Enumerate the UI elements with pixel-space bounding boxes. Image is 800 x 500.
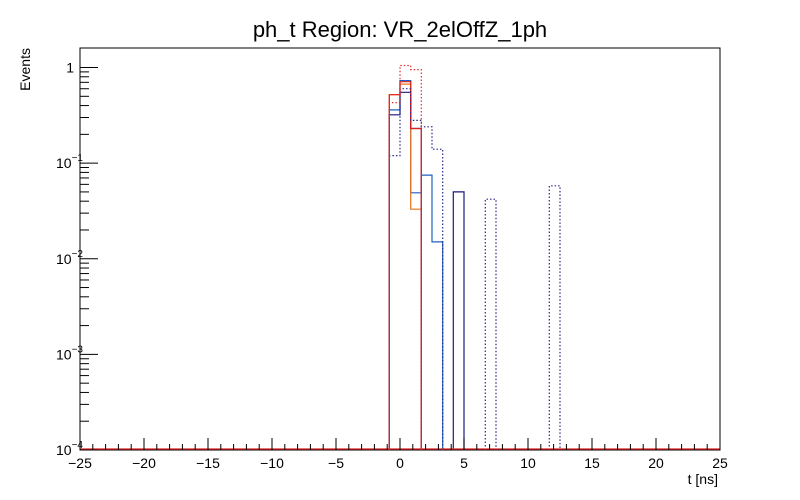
- y-axis: 110−110−210−310−4: [56, 60, 98, 458]
- x-tick-label: −20: [132, 455, 156, 471]
- histogram-series: [388, 83, 422, 450]
- y-tick-label: 10−2: [56, 249, 83, 267]
- y-tick-exponent: −2: [72, 249, 84, 260]
- y-tick-label: 10−1: [56, 153, 83, 171]
- x-tick-label: 0: [396, 455, 404, 471]
- x-tick-label: −25: [68, 455, 92, 471]
- y-tick-label: 1: [66, 60, 74, 76]
- y-tick-label: 10−3: [56, 344, 83, 362]
- x-axis: −25 −20 −15 −10 −5 0 5 10 15 20 25: [68, 438, 728, 471]
- x-tick-label: −15: [196, 455, 220, 471]
- x-tick-label: 20: [648, 455, 664, 471]
- y-tick-exponent: −3: [72, 344, 84, 355]
- x-tick-label: 25: [712, 455, 728, 471]
- y-tick-exponent: −4: [72, 440, 84, 451]
- x-tick-label: 15: [584, 455, 600, 471]
- x-axis-label: t [ns]: [688, 471, 718, 487]
- histogram-series: [388, 88, 561, 450]
- y-tick-exponent: −1: [72, 153, 84, 164]
- histogram-series: [388, 80, 444, 450]
- series-layer: [388, 64, 561, 450]
- y-axis-label: Events: [17, 48, 33, 91]
- x-tick-label: −10: [260, 455, 284, 471]
- histogram-series: [388, 81, 422, 450]
- x-tick-label: 5: [460, 455, 468, 471]
- histogram-series: [388, 64, 422, 450]
- x-tick-label: −5: [328, 455, 344, 471]
- chart-title: ph_t Region: VR_2elOffZ_1ph: [253, 17, 547, 42]
- x-tick-label: 10: [520, 455, 536, 471]
- histogram-series: [388, 91, 465, 450]
